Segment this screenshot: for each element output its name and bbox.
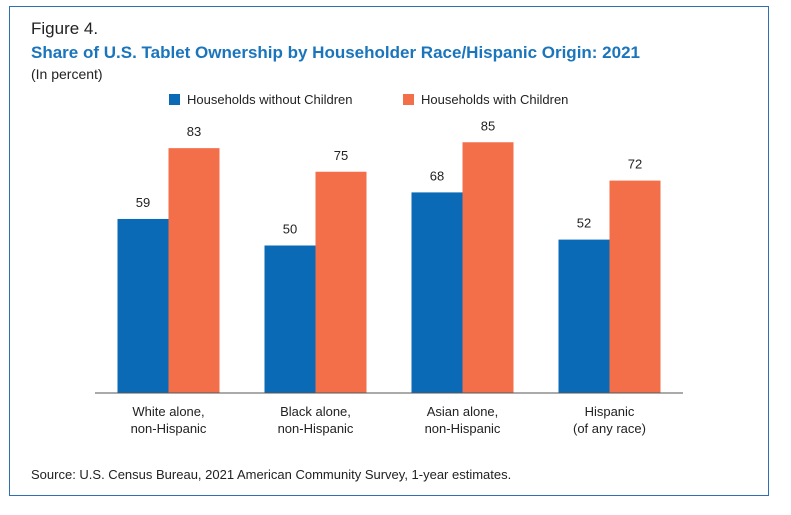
bar-with-children-0 [168, 148, 220, 393]
category-label-1-1: non-Hispanic [278, 421, 354, 436]
category-label-0-0: White alone, [132, 404, 204, 419]
category-label-3-1: (of any race) [573, 421, 646, 436]
chart-subtitle: (In percent) [31, 66, 103, 82]
legend-swatch-1 [403, 94, 414, 105]
bar-without-children-3 [558, 239, 610, 393]
chart-title: Share of U.S. Tablet Ownership by Househ… [31, 43, 641, 62]
category-label-2-1: non-Hispanic [425, 421, 501, 436]
legend-label-0: Households without Children [187, 92, 352, 107]
value-label-0-3: 52 [577, 216, 591, 231]
bar-with-children-1 [315, 171, 367, 393]
value-label-0-1: 50 [283, 222, 297, 237]
bar-with-children-3 [609, 180, 661, 393]
category-label-2-0: Asian alone, [427, 404, 499, 419]
category-label-3-0: Hispanic [585, 404, 635, 419]
category-label-0-1: non-Hispanic [131, 421, 207, 436]
bar-without-children-2 [411, 192, 463, 393]
category-label-1-0: Black alone, [280, 404, 351, 419]
legend-swatch-0 [169, 94, 180, 105]
bar-without-children-1 [264, 245, 316, 393]
value-label-1-3: 72 [628, 157, 642, 172]
source-note: Source: U.S. Census Bureau, 2021 America… [31, 467, 512, 482]
value-label-1-1: 75 [334, 148, 348, 163]
value-label-1-0: 83 [187, 124, 201, 139]
legend-label-1: Households with Children [421, 92, 568, 107]
bar-with-children-2 [462, 142, 514, 393]
value-label-1-2: 85 [481, 118, 495, 133]
figure-frame [9, 6, 769, 496]
figure-label: Figure 4. [31, 19, 99, 38]
value-label-0-0: 59 [136, 195, 150, 210]
bar-without-children-0 [117, 218, 169, 393]
value-label-0-2: 68 [430, 168, 444, 183]
